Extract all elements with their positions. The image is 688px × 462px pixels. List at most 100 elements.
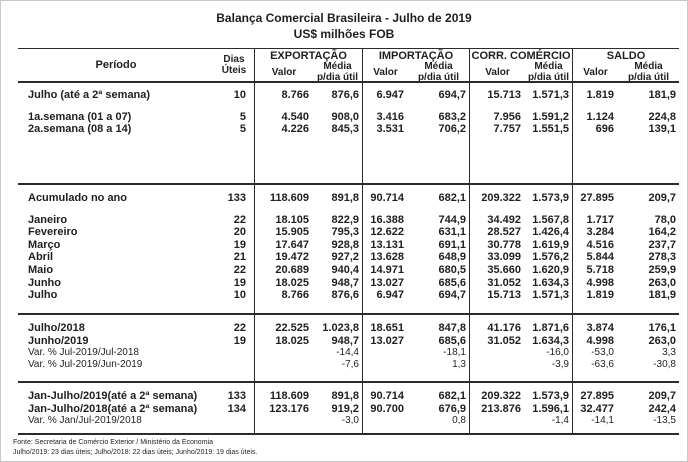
value-cell <box>469 135 524 183</box>
value-cell <box>572 301 617 313</box>
value-cell: 847,8 <box>438 322 466 334</box>
value-cell: 237,7 <box>648 238 676 251</box>
group-subheader: Valor Média p/dia útil <box>363 61 469 83</box>
value-cell <box>524 372 572 381</box>
value-cell: 631,1 <box>438 226 466 239</box>
col-header-media: Média p/dia útil <box>627 61 670 83</box>
value-cell <box>469 315 524 322</box>
business-days-cell: 134 <box>227 402 246 415</box>
value-cell <box>312 185 362 192</box>
table-row: Jan-Julho/2018(até a 2ª semana) 134 123.17… <box>18 402 679 416</box>
col-header-dias-uteis: Dias Úteis <box>221 54 247 76</box>
value-cell: 34.492 <box>469 213 524 227</box>
value-cell: 27.895 <box>572 390 617 403</box>
value-cell <box>617 372 679 381</box>
value-cell <box>407 302 469 313</box>
value-cell <box>254 383 312 390</box>
value-cell <box>407 185 469 192</box>
table-row: 1a.semana (01 a 07) 5 4.540 908,0 3.416 683,2… <box>18 110 679 124</box>
value-cell: -14,4 <box>336 347 359 359</box>
value-cell: 8.766 <box>254 289 312 302</box>
value-cell: 278,3 <box>648 251 676 264</box>
value-cell: 118.609 <box>254 192 312 205</box>
value-cell: 41.176 <box>469 322 524 335</box>
value-cell <box>312 372 362 381</box>
value-cell: 18.025 <box>254 334 312 348</box>
period-label <box>18 383 214 390</box>
value-cell <box>362 204 407 214</box>
table-row: Fevereiro 20 15.905 795,3 12.622 631,1 28.527 1… <box>18 226 679 239</box>
value-cell: 31.052 <box>469 276 524 290</box>
value-cell <box>312 427 362 433</box>
value-cell <box>617 302 679 313</box>
value-cell: 20.689 <box>254 263 312 277</box>
value-cell <box>362 371 407 381</box>
value-cell: 35.660 <box>469 263 524 277</box>
value-cell <box>312 383 362 390</box>
value-cell: 13.131 <box>362 238 407 252</box>
value-cell: 876,6 <box>331 289 359 302</box>
value-cell: 15.713 <box>469 289 524 302</box>
value-cell: 3,3 <box>662 347 676 359</box>
value-cell: 694,7 <box>438 89 466 101</box>
value-cell <box>572 371 617 381</box>
value-cell <box>254 185 312 192</box>
period-label: Var. % Jan/Jul-2019/2018 <box>28 415 142 427</box>
value-cell: 3.531 <box>362 123 407 136</box>
period-label: 1a.semana (01 a 07) <box>28 110 132 123</box>
value-cell: 1.576,2 <box>532 251 569 264</box>
table-row: Jan-Julho/2019(até a 2ª semana) 133 118.60… <box>18 390 679 403</box>
value-cell <box>254 427 312 433</box>
value-cell <box>617 205 679 214</box>
value-cell: 3.416 <box>362 110 407 124</box>
value-cell <box>469 347 524 360</box>
value-cell: 3.874 <box>572 322 617 335</box>
period-label: Maio <box>28 263 54 276</box>
value-cell: 891,8 <box>331 192 359 204</box>
value-cell: 224,8 <box>648 110 676 123</box>
period-label: Abril <box>28 251 54 264</box>
period-label: Var. % Jul-2019/Jun-2019 <box>28 359 143 371</box>
business-days-cell <box>214 347 254 359</box>
business-days-cell <box>214 383 254 390</box>
source-note: Fonte: Secretaria de Comércio Exterior /… <box>13 439 213 446</box>
trade-balance-table: Período Dias Úteis EXPORTAÇÃO Valor Médi… <box>18 48 679 435</box>
filler-row <box>18 135 679 183</box>
value-cell <box>254 301 312 313</box>
value-cell: 1.426,4 <box>532 226 569 239</box>
business-days-cell: 133 <box>227 390 246 402</box>
table-bottom-border <box>18 433 679 435</box>
value-cell <box>572 185 617 192</box>
value-cell: 795,3 <box>331 226 359 239</box>
value-cell <box>572 383 617 390</box>
value-cell: 31.052 <box>469 334 524 348</box>
col-header-media: Média p/dia útil <box>527 61 570 83</box>
value-cell <box>312 205 362 214</box>
value-cell: 209,7 <box>648 390 676 402</box>
value-cell: 4.998 <box>572 334 617 348</box>
value-cell <box>254 359 312 372</box>
value-cell <box>254 101 312 111</box>
business-days-cell <box>214 102 254 111</box>
value-cell: -14,1 <box>572 415 617 428</box>
value-cell <box>362 315 407 322</box>
value-cell: 181,9 <box>648 289 676 302</box>
business-days-cell: 22 <box>233 263 246 276</box>
spacer-row <box>18 185 679 192</box>
value-cell: 1.596,1 <box>532 402 569 415</box>
period-label: Junho/2019 <box>28 334 89 347</box>
business-days-cell: 5 <box>239 110 246 123</box>
business-days-note: Julho/2019: 23 dias úteis; Julho/2018: 2… <box>13 449 258 457</box>
value-cell: 18.105 <box>254 213 312 227</box>
value-cell: 682,1 <box>438 192 466 204</box>
period-label: Janeiro <box>28 213 68 226</box>
value-cell: 209.322 <box>469 192 524 205</box>
value-cell: 948,7 <box>331 276 359 289</box>
business-days-cell <box>214 185 254 192</box>
value-cell: 694,7 <box>438 289 466 302</box>
value-cell: -3,0 <box>341 415 359 427</box>
value-cell: 209,7 <box>648 192 676 204</box>
value-cell: 19.472 <box>254 251 312 264</box>
col-header-media: Média p/dia útil <box>316 61 359 83</box>
value-cell: 13.027 <box>362 276 407 290</box>
